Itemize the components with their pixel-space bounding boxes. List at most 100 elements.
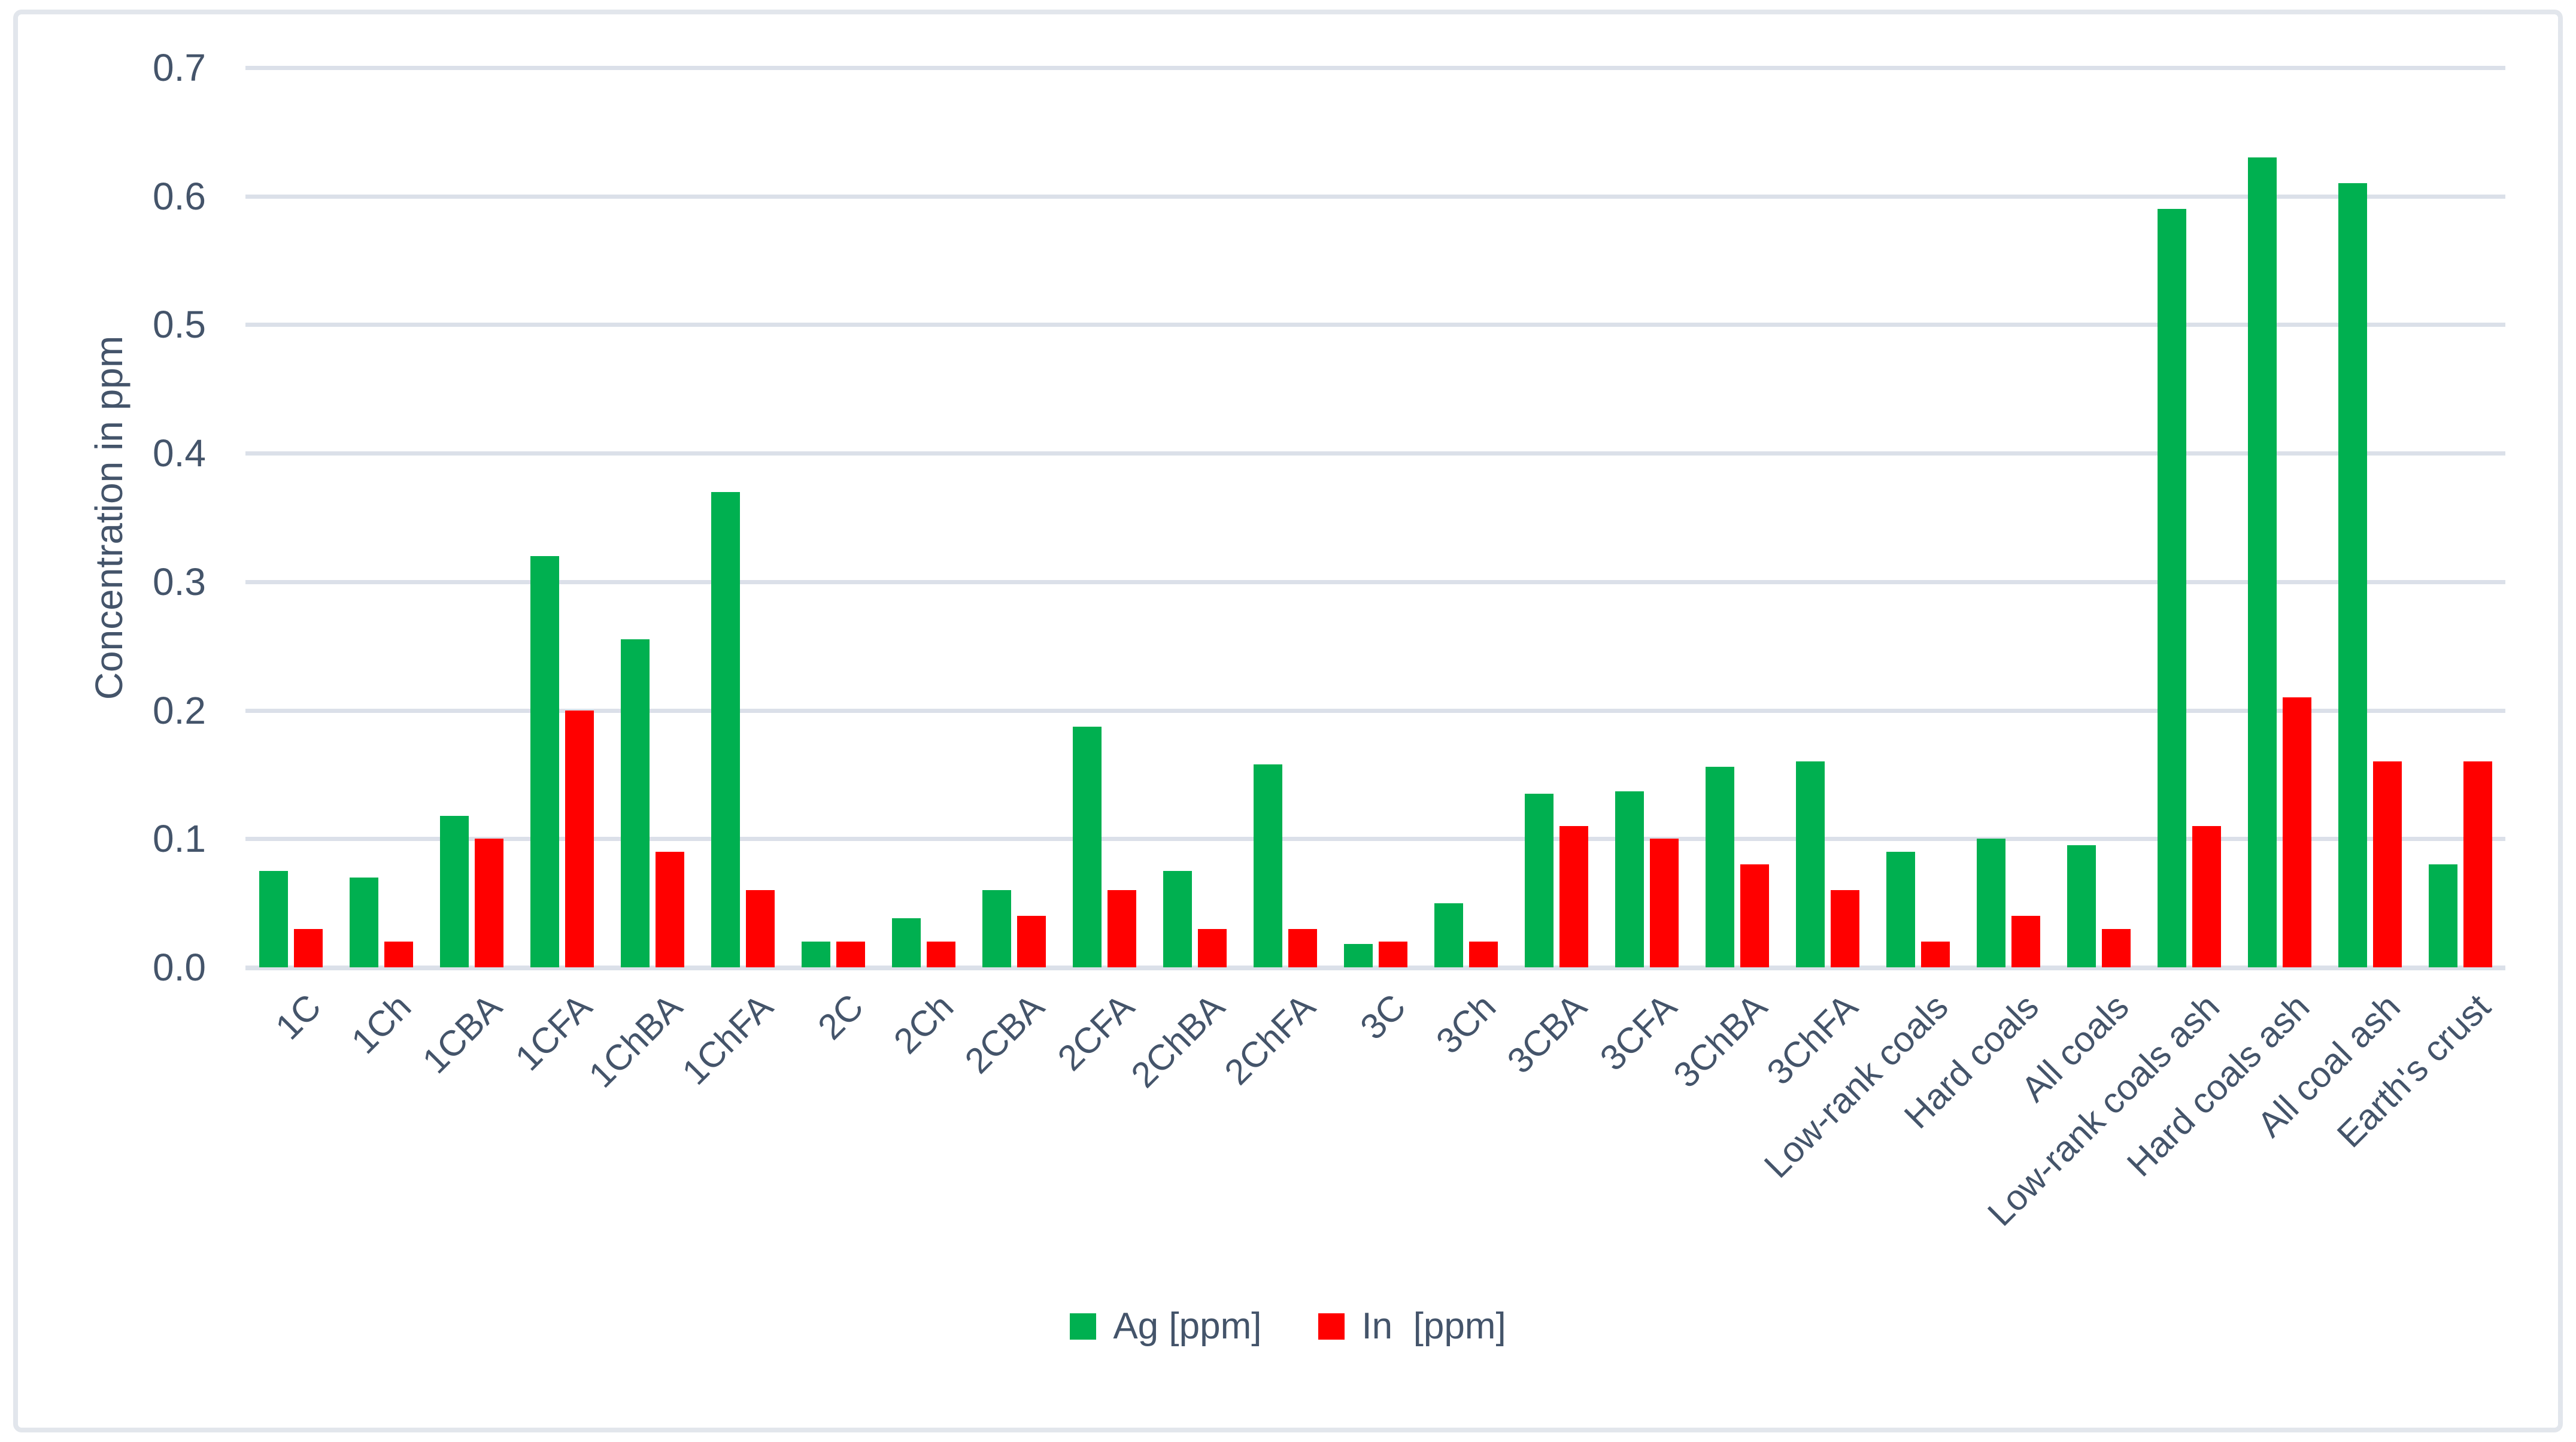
legend-label: Ag [ppm] — [1113, 1306, 1262, 1347]
bar-group-1Ch — [336, 68, 426, 967]
x-axis-label-3Ch: 3Ch — [1428, 986, 1504, 1062]
bar-in-Hard coals — [2011, 916, 2040, 967]
bar-ag-3Ch — [1434, 903, 1463, 967]
x-axis-label-1CBA: 1CBA — [414, 986, 509, 1082]
bar-ag-3ChFA — [1795, 761, 1825, 967]
bar-group-3Ch — [1421, 68, 1511, 967]
legend-item-ag: Ag [ppm] — [1070, 1305, 1261, 1347]
gridline-0.3 — [245, 579, 2505, 584]
bar-in-1CFA — [565, 710, 594, 967]
gridline-0.1 — [245, 837, 2505, 842]
bar-group-1CFA — [517, 68, 607, 967]
legend-swatch-icon — [1318, 1313, 1345, 1340]
bar-ag-2ChBA — [1163, 870, 1192, 967]
gridline-0.5 — [245, 323, 2505, 327]
bar-in-Hard coals ash — [2282, 697, 2311, 967]
plot-area — [245, 66, 2505, 970]
bar-group-3ChBA — [1692, 68, 1782, 967]
bar-in-2CBA — [1017, 916, 1046, 967]
bar-in-Low-rank coals — [1920, 942, 1950, 967]
bar-ag-2Ch — [891, 918, 921, 967]
bar-ag-Hard coals ash — [2247, 157, 2277, 967]
y-axis-title: Concentration in ppm — [87, 335, 131, 700]
bar-group-2Ch — [878, 68, 969, 967]
bar-in-1ChBA — [655, 851, 684, 967]
chart-frame — [13, 10, 2563, 1432]
bar-group-3CFA — [1601, 68, 1692, 967]
bar-in-3Ch — [1468, 942, 1498, 967]
bar-group-3C — [1330, 68, 1421, 967]
bar-ag-1CBA — [439, 815, 469, 967]
bar-in-1Ch — [384, 942, 413, 967]
bar-group-1CBA — [426, 68, 517, 967]
bar-group-Low-rank coals — [1873, 68, 1963, 967]
bar-ag-2C — [801, 942, 830, 967]
x-axis-label-2ChBA: 2ChBA — [1123, 986, 1233, 1095]
y-tick-label: 0.4 — [153, 432, 206, 475]
x-axis-label-1ChFA: 1ChFA — [674, 986, 781, 1092]
x-axis-label-2C: 2C — [810, 986, 871, 1048]
legend-label: In [ppm] — [1361, 1306, 1506, 1347]
bar-in-1ChFA — [745, 890, 775, 967]
bar-group-All coals — [2053, 68, 2144, 967]
bar-ag-Low-rank coals ash — [2157, 209, 2186, 967]
bar-in-3CBA — [1559, 825, 1588, 967]
x-axis-label-3C: 3C — [1352, 986, 1413, 1048]
bar-in-3ChBA — [1740, 864, 1769, 967]
legend-item-in: In [ppm] — [1318, 1305, 1506, 1347]
bar-ag-3CBA — [1524, 794, 1554, 967]
bar-in-Low-rank coals ash — [2192, 825, 2221, 967]
bar-in-2ChBA — [1197, 928, 1227, 967]
bar-ag-All coals — [2067, 845, 2096, 967]
bar-group-Hard coals — [1963, 68, 2053, 967]
bar-ag-1ChFA — [711, 491, 740, 967]
legend-swatch-icon — [1070, 1313, 1097, 1340]
bar-group-Low-rank coals ash — [2144, 68, 2234, 967]
bar-ag-3ChBA — [1705, 767, 1734, 967]
bar-ag-1ChBA — [620, 639, 650, 967]
x-axis-label-3CBA: 3CBA — [1499, 986, 1594, 1082]
bar-ag-Earth's crust — [2428, 864, 2457, 967]
bar-group-1C — [245, 68, 336, 967]
bar-group-3CBA — [1511, 68, 1601, 967]
x-axis-label-2ChFA: 2ChFA — [1216, 986, 1323, 1092]
legend: Ag [ppm] In [ppm] — [0, 1305, 2576, 1347]
bar-in-All coals — [2101, 928, 2131, 967]
bar-in-All coal ash — [2372, 761, 2402, 967]
bar-group-3ChFA — [1782, 68, 1873, 967]
bar-ag-2CFA — [1072, 727, 1102, 967]
bar-in-Earth's crust — [2463, 761, 2492, 967]
y-tick-label: 0.1 — [153, 817, 206, 861]
bar-ag-3C — [1343, 944, 1373, 967]
gridline-0.7 — [245, 66, 2505, 70]
bar-ag-3CFA — [1615, 791, 1644, 967]
bar-group-2C — [788, 68, 878, 967]
bar-ag-Hard coals — [1976, 839, 2005, 967]
x-axis-label-3ChBA: 3ChBA — [1665, 986, 1775, 1095]
gridline-0.0 — [245, 966, 2505, 970]
bar-in-3C — [1378, 942, 1407, 967]
y-tick-label: 0.3 — [153, 560, 206, 603]
bar-in-2ChFA — [1288, 928, 1317, 967]
bar-group-2ChFA — [1240, 68, 1330, 967]
bar-ag-2CBA — [982, 890, 1011, 967]
bar-group-Hard coals ash — [2234, 68, 2325, 967]
y-tick-label: 0.6 — [153, 174, 206, 218]
bar-ag-1C — [259, 870, 288, 967]
bar-in-3ChFA — [1830, 890, 1859, 967]
gridline-0.2 — [245, 708, 2505, 713]
x-axis-label-1ChBA: 1ChBA — [581, 986, 690, 1095]
x-axis-label-1C: 1C — [268, 986, 329, 1048]
bar-in-2C — [836, 942, 865, 967]
gridline-0.4 — [245, 451, 2505, 456]
bar-group-1ChFA — [697, 68, 788, 967]
y-tick-label: 0.0 — [153, 946, 206, 989]
bar-group-2CFA — [1059, 68, 1149, 967]
bar-in-1C — [293, 928, 323, 967]
bar-ag-All coal ash — [2338, 183, 2367, 967]
bar-group-1ChBA — [607, 68, 697, 967]
bar-in-1CBA — [474, 839, 503, 967]
x-axis-label-1Ch: 1Ch — [344, 986, 419, 1062]
bar-ag-1CFA — [530, 555, 559, 967]
